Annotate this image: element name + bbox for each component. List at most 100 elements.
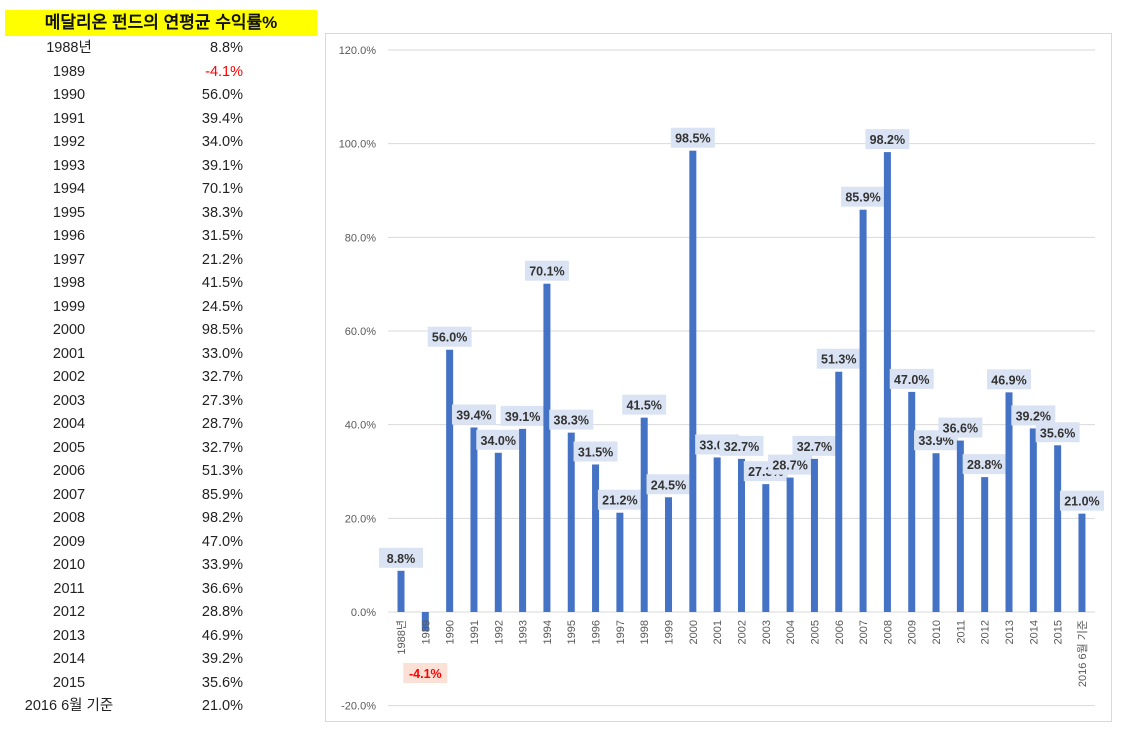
year-cell: 2001 — [52, 345, 86, 362]
return-cell: 56.0% — [201, 87, 243, 103]
year-cell: 2016 6월 기준 — [24, 698, 114, 714]
bar — [883, 152, 891, 612]
x-tick-label: 1990 — [445, 620, 457, 644]
data-label-bg — [865, 129, 910, 150]
table-row: 2012 28.8% — [0, 601, 260, 625]
x-tick-label: 2011 — [955, 620, 967, 644]
x-tick-label: 1995 — [566, 620, 578, 644]
x-tick-label: 2016 6월 기준 — [1076, 620, 1089, 687]
data-label-bg — [573, 441, 618, 462]
return-cell: 36.6% — [201, 580, 243, 597]
table-row: 2015 35.6% — [0, 672, 260, 696]
x-tick-label: 1993 — [518, 620, 530, 644]
bar — [567, 432, 575, 612]
return-cell: 39.2% — [201, 651, 243, 667]
table-row: 2016 6월 기준 21.0% — [0, 695, 260, 719]
table-row: 1997 21.2% — [0, 249, 260, 273]
table-row: 2009 47.0% — [0, 531, 260, 555]
bar — [908, 391, 916, 612]
data-label: 98.2% — [870, 133, 905, 147]
data-label: 24.5% — [651, 478, 686, 492]
bar — [786, 477, 794, 612]
data-label-bg — [524, 260, 569, 281]
return-cell: 39.1% — [201, 157, 243, 174]
table-row: 1993 39.1% — [0, 155, 260, 179]
data-label-bg — [379, 547, 423, 568]
return-cell: 34.0% — [201, 134, 243, 150]
table-row: 2007 85.9% — [0, 484, 260, 508]
table-row: 2000 98.5% — [0, 319, 260, 343]
return-cell: 32.7% — [201, 439, 243, 456]
data-label-bg — [841, 186, 886, 207]
x-tick-label: 1997 — [615, 620, 627, 644]
data-label: 31.5% — [578, 445, 613, 459]
bar — [1054, 445, 1062, 612]
bar — [616, 512, 624, 612]
data-label: 70.1% — [529, 265, 564, 279]
year-cell: 2003 — [52, 392, 86, 409]
table-row: 2011 36.6% — [0, 578, 260, 602]
y-tick-label: 20.0% — [345, 513, 376, 525]
return-cell: 31.5% — [201, 228, 243, 244]
x-tick-label: 2007 — [858, 620, 870, 644]
data-label: 28.8% — [967, 458, 1002, 472]
table-row: 1990 56.0% — [0, 84, 260, 108]
data-label-bg — [622, 394, 667, 415]
return-cell: 21.0% — [201, 698, 243, 714]
year-cell: 2007 — [52, 486, 86, 503]
x-tick-label: 2002 — [736, 620, 748, 644]
x-tick-label: 2013 — [1004, 620, 1016, 644]
data-label-bg — [1059, 490, 1104, 511]
year-cell: 1995 — [52, 204, 86, 221]
data-label-bg — [500, 405, 545, 426]
table-row: 1995 38.3% — [0, 202, 260, 226]
bar — [859, 209, 867, 612]
table-row: 1998 41.5% — [0, 272, 260, 296]
year-cell: 2013 — [52, 627, 86, 644]
bar — [1005, 392, 1013, 612]
return-cell: 35.6% — [201, 674, 243, 691]
data-label: 41.5% — [626, 399, 661, 413]
table-row: 1999 24.5% — [0, 296, 260, 320]
data-label: 36.6% — [943, 422, 978, 436]
year-cell: 1998 — [52, 275, 86, 291]
data-label-bg — [1035, 422, 1080, 443]
x-tick-label: 2008 — [882, 620, 894, 644]
x-tick-label: 2006 — [834, 620, 846, 644]
data-label: 46.9% — [991, 373, 1026, 387]
bar — [932, 453, 940, 612]
table-title: 메달리온 펀드의 연평균 수익률% — [5, 10, 317, 36]
year-cell: 1988년 — [46, 40, 92, 56]
return-cell: 24.5% — [201, 298, 243, 315]
year-cell: 1994 — [52, 181, 86, 197]
bar — [956, 440, 964, 612]
year-cell: 2006 — [52, 463, 86, 479]
data-label-bg — [889, 368, 934, 389]
data-label-bg — [768, 454, 813, 475]
year-cell: 1991 — [52, 110, 86, 127]
data-label-bg — [719, 435, 764, 456]
table-row: 1988년 8.8% — [0, 37, 260, 61]
table-row: 2001 33.0% — [0, 343, 260, 367]
year-cell: 1997 — [52, 251, 86, 268]
data-label: 39.4% — [456, 408, 491, 422]
bar — [1078, 513, 1086, 612]
data-label-bg — [451, 404, 496, 425]
data-label-bg — [427, 326, 472, 347]
return-cell: 33.9% — [201, 557, 243, 573]
bar — [810, 458, 818, 612]
x-tick-label: 1999 — [664, 620, 676, 644]
y-tick-label: 80.0% — [345, 232, 376, 244]
data-label: 21.2% — [602, 494, 637, 508]
return-cell: 8.8% — [209, 40, 243, 56]
x-tick-label: 1992 — [493, 620, 505, 644]
table-row: 2006 51.3% — [0, 460, 260, 484]
y-tick-label: 40.0% — [345, 420, 376, 432]
x-tick-label: 2004 — [785, 620, 797, 644]
bar — [713, 457, 721, 612]
returns-table: 1988년 8.8% 1989 -4.1% 1990 56.0% 1991 39.4% 1992… — [0, 37, 260, 719]
data-label: 28.7% — [772, 459, 807, 473]
table-row: 1996 31.5% — [0, 225, 260, 249]
y-tick-label: 120.0% — [339, 45, 377, 57]
